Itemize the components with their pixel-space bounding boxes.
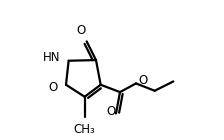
Text: O: O — [106, 105, 115, 118]
Text: O: O — [77, 24, 86, 37]
Text: CH₃: CH₃ — [74, 123, 95, 136]
Text: HN: HN — [43, 51, 61, 64]
Text: O: O — [49, 81, 58, 94]
Text: O: O — [138, 74, 147, 87]
